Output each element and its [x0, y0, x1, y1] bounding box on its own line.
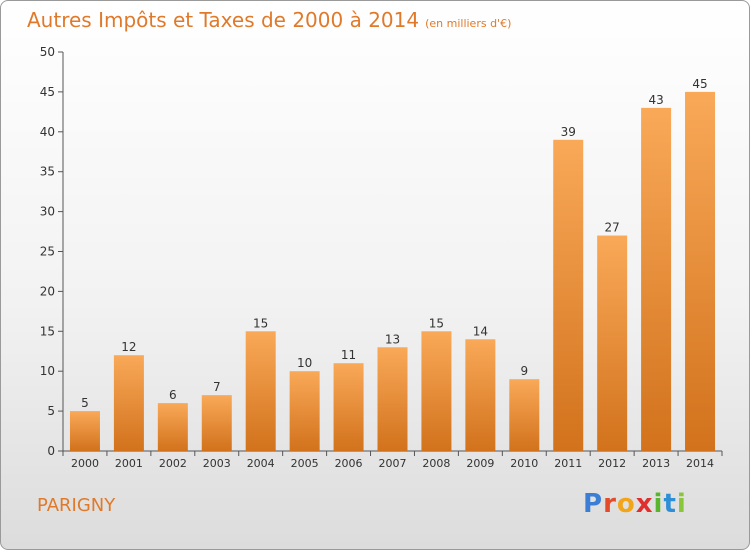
bars	[69, 91, 716, 452]
data-label: 15	[253, 316, 268, 330]
y-tick-label: 35	[40, 165, 55, 179]
bar-2004	[245, 331, 276, 451]
data-label: 13	[385, 332, 400, 346]
x-tick-label: 2010	[510, 457, 538, 470]
y-tick-label: 20	[40, 284, 55, 298]
axes: 0 5 10 15 20 25 30 35 40 45 50 2000 2001 2002 2003 2004…	[40, 45, 723, 470]
x-tick-label: 2009	[466, 457, 494, 470]
data-label: 39	[561, 125, 576, 139]
logo-letter: x	[635, 489, 654, 519]
bar-2009	[465, 339, 496, 451]
x-tick-label: 2006	[335, 457, 363, 470]
x-tick-label: 2008	[422, 457, 450, 470]
y-tick-label: 10	[40, 364, 55, 378]
logo-letter: i	[653, 489, 664, 519]
data-label: 12	[121, 340, 136, 354]
y-tick-label: 5	[47, 404, 55, 418]
x-tick-label: 2011	[554, 457, 582, 470]
title-text: Autres Impôts et Taxes de 2000 à 2014	[27, 8, 420, 32]
bar-2005	[289, 371, 320, 451]
logo-letter: t	[663, 489, 677, 519]
data-label: 9	[520, 364, 528, 378]
x-tick-label: 2000	[71, 457, 99, 470]
logo-letter: i	[676, 489, 687, 519]
logo-letter: P	[583, 489, 604, 519]
x-tick-label: 2007	[379, 457, 407, 470]
bar-2010	[509, 379, 540, 451]
data-label: 7	[213, 380, 221, 394]
data-label: 6	[169, 388, 177, 402]
bar-2012	[597, 235, 628, 451]
data-labels: 5 12 6 7 15 10 11 13 15 14 9 39 27 43 45	[81, 77, 708, 410]
logo-letter: o	[616, 489, 636, 519]
bar-2001	[113, 355, 144, 451]
y-tick-label: 25	[40, 245, 55, 259]
x-tick-label: 2005	[291, 457, 319, 470]
bar-2003	[201, 395, 232, 451]
data-label: 45	[692, 77, 707, 91]
bar-2014	[685, 91, 716, 452]
data-label: 14	[473, 324, 488, 338]
x-tick-label: 2002	[159, 457, 187, 470]
bar-2002	[157, 403, 188, 451]
y-tick-label: 45	[40, 85, 55, 99]
x-tick-label: 2012	[598, 457, 626, 470]
bar-2008	[421, 331, 452, 451]
data-label: 10	[297, 356, 312, 370]
bar-2006	[333, 363, 364, 451]
data-label: 15	[429, 316, 444, 330]
data-label: 11	[341, 348, 356, 362]
data-label: 27	[605, 221, 620, 235]
data-label: 5	[81, 396, 89, 410]
bar-2007	[377, 347, 408, 451]
city-name: PARIGNY	[37, 495, 116, 516]
data-label: 43	[648, 93, 663, 107]
unit-label: (en milliers d'€)	[425, 17, 512, 30]
x-tick-label: 2004	[247, 457, 275, 470]
y-tick-label: 40	[40, 125, 55, 139]
proxiti-logo: Proxiti	[583, 489, 687, 519]
y-tick-label: 0	[47, 444, 55, 458]
x-tick-label: 2014	[686, 457, 714, 470]
chart-title: Autres Impôts et Taxes de 2000 à 2014 (en…	[27, 8, 511, 32]
y-tick-label: 15	[40, 324, 55, 338]
x-tick-label: 2013	[642, 457, 670, 470]
logo-letter: r	[603, 489, 617, 519]
x-tick-label: 2003	[203, 457, 231, 470]
bar-2013	[641, 107, 672, 452]
x-tick-label: 2001	[115, 457, 143, 470]
y-tick-label: 30	[40, 205, 55, 219]
bar-2000	[69, 411, 100, 451]
y-tick-label: 50	[40, 45, 55, 59]
bar-2011	[553, 139, 584, 451]
